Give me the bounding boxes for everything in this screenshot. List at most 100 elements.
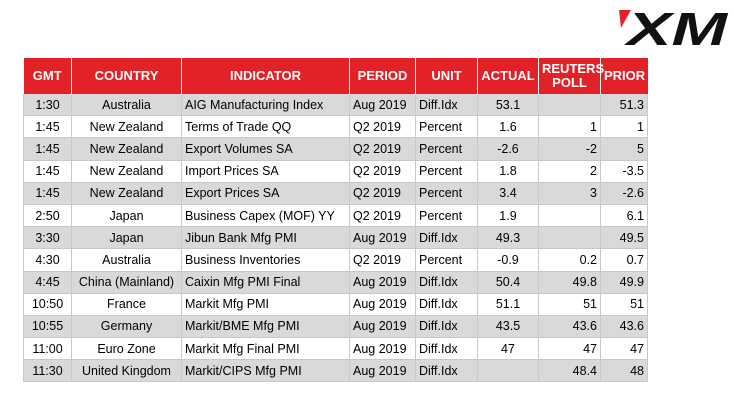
actual-cell: 1.8	[477, 160, 539, 183]
period-cell: Aug 2019	[349, 359, 416, 383]
country-cell: Japan	[71, 226, 182, 250]
period-cell: Q2 2019	[349, 137, 416, 161]
indicator-cell: AIG Manufacturing Index	[181, 94, 350, 117]
country-cell: China (Mainland)	[71, 271, 182, 294]
header-reuters-poll: REUTERS POLL	[538, 58, 605, 94]
header-unit: UNIT	[415, 58, 478, 94]
reuters-poll-cell: 51	[538, 293, 601, 316]
gmt-cell: 1:45	[23, 137, 72, 161]
header-poll-line1: REUTERS	[542, 61, 605, 76]
gmt-cell: 1:45	[23, 160, 72, 183]
table-row: 10:55 Germany Markit/BME Mfg PMI Aug 2019 Di…	[23, 315, 648, 339]
country-cell: Germany	[71, 315, 182, 339]
economic-calendar-table: GMT COUNTRY INDICATOR PERIOD UNIT ACTUAL…	[23, 58, 648, 383]
unit-cell: Diff.Idx	[415, 226, 478, 250]
prior-cell: 6.1	[600, 204, 648, 228]
period-cell: Aug 2019	[349, 271, 416, 294]
prior-cell: 49.9	[600, 271, 648, 294]
unit-cell: Diff.Idx	[415, 271, 478, 294]
country-cell: Euro Zone	[71, 337, 182, 361]
period-cell: Q2 2019	[349, 160, 416, 183]
table-row: 1:45 New Zealand Import Prices SA Q2 2019 Pe…	[23, 160, 648, 183]
actual-cell: 43.5	[477, 315, 539, 339]
unit-cell: Diff.Idx	[415, 315, 478, 339]
actual-cell: 1.9	[477, 204, 539, 228]
indicator-cell: Markit/CIPS Mfg PMI	[181, 359, 350, 383]
indicator-cell: Caixin Mfg PMI Final	[181, 271, 350, 294]
table-row: 1:45 New Zealand Export Volumes SA Q2 2019 P…	[23, 137, 648, 161]
prior-cell: 49.5	[600, 226, 648, 250]
header-gmt: GMT	[23, 58, 72, 94]
table-row: 1:30 Australia AIG Manufacturing Index Aug …	[23, 94, 648, 117]
gmt-cell: 3:30	[23, 226, 72, 250]
unit-cell: Diff.Idx	[415, 337, 478, 361]
unit-cell: Percent	[415, 160, 478, 183]
indicator-cell: Business Inventories	[181, 248, 350, 272]
unit-cell: Diff.Idx	[415, 359, 478, 383]
country-cell: New Zealand	[71, 115, 182, 139]
prior-cell: -2.6	[600, 182, 648, 205]
reuters-poll-cell	[538, 226, 601, 250]
gmt-cell: 10:50	[23, 293, 72, 316]
unit-cell: Percent	[415, 137, 478, 161]
table-row: 3:30 Japan Jibun Bank Mfg PMI Aug 2019 Diff.…	[23, 226, 648, 250]
gmt-cell: 4:45	[23, 271, 72, 294]
prior-cell: 43.6	[600, 315, 648, 339]
period-cell: Q2 2019	[349, 182, 416, 205]
reuters-poll-cell: 49.8	[538, 271, 601, 294]
indicator-cell: Export Prices SA	[181, 182, 350, 205]
prior-cell: -3.5	[600, 160, 648, 183]
actual-cell	[477, 359, 539, 383]
header-row: GMT COUNTRY INDICATOR PERIOD UNIT ACTUAL…	[23, 58, 648, 94]
header-indicator: INDICATOR	[181, 58, 350, 94]
reuters-poll-cell: 2	[538, 160, 601, 183]
reuters-poll-cell: 43.6	[538, 315, 601, 339]
gmt-cell: 1:45	[23, 182, 72, 205]
indicator-cell: Markit Mfg Final PMI	[181, 337, 350, 361]
actual-cell: -2.6	[477, 137, 539, 161]
indicator-cell: Markit/BME Mfg PMI	[181, 315, 350, 339]
period-cell: Q2 2019	[349, 115, 416, 139]
actual-cell: -0.9	[477, 248, 539, 272]
header-poll-line2: POLL	[552, 75, 587, 90]
table-row: 1:45 New Zealand Export Prices SA Q2 2019 Pe…	[23, 182, 648, 205]
gmt-cell: 4:30	[23, 248, 72, 272]
reuters-poll-cell: 1	[538, 115, 601, 139]
country-cell: Australia	[71, 248, 182, 272]
country-cell: France	[71, 293, 182, 316]
logo-red-accent	[619, 10, 631, 28]
table-row: 11:00 Euro Zone Markit Mfg Final PMI Aug 20…	[23, 337, 648, 361]
actual-cell: 3.4	[477, 182, 539, 205]
country-cell: United Kingdom	[71, 359, 182, 383]
period-cell: Aug 2019	[349, 293, 416, 316]
logo-text: XM	[623, 6, 730, 50]
country-cell: New Zealand	[71, 137, 182, 161]
actual-cell: 1.6	[477, 115, 539, 139]
indicator-cell: Terms of Trade QQ	[181, 115, 350, 139]
actual-cell: 53.1	[477, 94, 539, 117]
indicator-cell: Export Volumes SA	[181, 137, 350, 161]
prior-cell: 5	[600, 137, 648, 161]
country-cell: New Zealand	[71, 160, 182, 183]
unit-cell: Percent	[415, 182, 478, 205]
actual-cell: 50.4	[477, 271, 539, 294]
prior-cell: 51	[600, 293, 648, 316]
indicator-cell: Markit Mfg PMI	[181, 293, 350, 316]
period-cell: Aug 2019	[349, 94, 416, 117]
reuters-poll-cell: 0.2	[538, 248, 601, 272]
prior-cell: 1	[600, 115, 648, 139]
table-row: 4:45 China (Mainland) Caixin Mfg PMI Final…	[23, 271, 648, 294]
prior-cell: 48	[600, 359, 648, 383]
country-cell: Japan	[71, 204, 182, 228]
indicator-cell: Business Capex (MOF) YY	[181, 204, 350, 228]
header-prior: PRIOR	[600, 58, 648, 94]
unit-cell: Percent	[415, 115, 478, 139]
prior-cell: 51.3	[600, 94, 648, 117]
gmt-cell: 2:50	[23, 204, 72, 228]
reuters-poll-cell: -2	[538, 137, 601, 161]
header-period: PERIOD	[349, 58, 416, 94]
table-row: 10:50 France Markit Mfg PMI Aug 2019 Diff.Id…	[23, 293, 648, 316]
period-cell: Q2 2019	[349, 204, 416, 228]
reuters-poll-cell	[538, 94, 601, 117]
reuters-poll-cell: 48.4	[538, 359, 601, 383]
